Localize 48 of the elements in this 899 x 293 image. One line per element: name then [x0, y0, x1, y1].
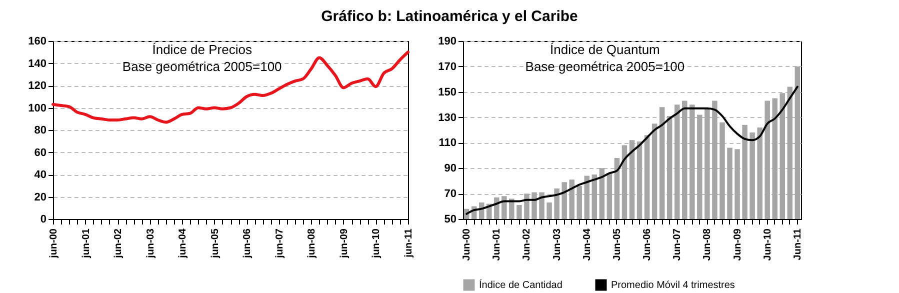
- x-tick-label: jun-00: [48, 228, 60, 259]
- y-tick-label: 110: [438, 137, 456, 150]
- x-tick-label: Jun-01: [492, 228, 503, 261]
- y-tick-label: 160: [28, 36, 46, 48]
- x-tick-label: Jun-02: [522, 228, 533, 261]
- x-tick-label: jun-04: [178, 228, 189, 259]
- text: Gráfico b: Latinoamérica y el Caribe: [320, 8, 579, 25]
- y-tick-label: 190: [438, 36, 456, 48]
- y-tick-label: 120: [28, 80, 46, 92]
- x-tick-label: jun-07: [274, 228, 286, 259]
- x-tick-label: jun-09: [338, 228, 350, 259]
- x-tick-label: jun-05: [210, 228, 221, 259]
- y-tick-label: 90: [444, 162, 456, 175]
- x-tick-label: Jun-10: [762, 228, 774, 261]
- x-tick-label: Jun-09: [732, 228, 744, 261]
- x-tick-label: jun-02: [113, 228, 124, 259]
- text: Base geométrica 2005=100: [122, 59, 282, 74]
- y-tick-label: 100: [28, 102, 46, 114]
- y-tick-label: 40: [34, 169, 46, 181]
- x-tick-label: Jun-08: [702, 228, 714, 261]
- y-tick-label: 130: [438, 112, 456, 124]
- y-tick-label: 50: [444, 214, 456, 226]
- chart-title: Índice de Quantum: [550, 42, 660, 57]
- x-tick-label: jun-11: [404, 228, 414, 258]
- y-tick-label: 170: [438, 60, 456, 73]
- chart-title: Índice de Precios: [152, 42, 252, 57]
- x-tick-label: Jun-05: [612, 228, 623, 261]
- y-tick-label: 80: [34, 124, 46, 136]
- x-tick-label: Jun-11: [792, 228, 804, 260]
- x-tick-label: Jun-04: [582, 228, 593, 261]
- legend-label: Índice de Cantidad: [479, 279, 562, 291]
- x-tick-label: Jun-07: [672, 228, 684, 261]
- x-tick-label: jun-03: [145, 228, 156, 259]
- y-tick-label: 0: [40, 214, 46, 226]
- x-tick-label: jun-08: [306, 228, 318, 259]
- y-tick-label: 60: [34, 146, 46, 159]
- x-tick-label: jun-01: [80, 228, 92, 259]
- x-tick-label: jun-10: [371, 228, 382, 259]
- legend-label: Promedio Móvil 4 trimestres: [611, 280, 735, 291]
- y-tick-label: 70: [444, 188, 456, 200]
- x-tick-label: jun-06: [242, 228, 254, 259]
- y-tick-label: 150: [438, 86, 456, 98]
- y-tick-label: 20: [34, 191, 46, 204]
- x-tick-label: Jun-06: [642, 228, 654, 261]
- x-tick-label: Jun-03: [552, 228, 563, 261]
- text: Base geométrica 2005=100: [525, 59, 685, 74]
- y-tick-label: 140: [28, 58, 46, 70]
- x-tick-label: Jun-00: [462, 228, 473, 261]
